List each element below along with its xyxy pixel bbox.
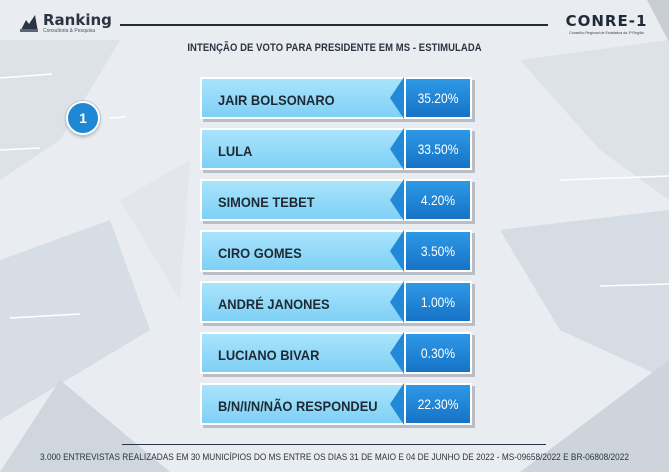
bar-row: CIRO GOMES 3.50% bbox=[200, 230, 475, 275]
ranking-logo: Ranking Consultoria & Pesquisa bbox=[18, 12, 112, 34]
candidate-name: LULA bbox=[218, 143, 253, 159]
candidate-name-box: LUCIANO BIVAR bbox=[200, 332, 404, 374]
chart-title: INTENÇÃO DE VOTO PARA PRESIDENTE EM MS -… bbox=[187, 42, 482, 54]
vote-value-box: 35.20% bbox=[390, 77, 472, 119]
vote-percentage: 4.20% bbox=[420, 192, 456, 208]
logo-name: Ranking bbox=[43, 10, 112, 29]
vote-percentage: 22.30% bbox=[417, 396, 459, 412]
candidate-name: JAIR BOLSONARO bbox=[218, 92, 335, 108]
candidate-name-box: CIRO GOMES bbox=[200, 230, 404, 272]
bar-row: B/N/I/N/NÃO RESPONDEU 22.30% bbox=[200, 383, 475, 428]
candidate-name: CIRO GOMES bbox=[218, 245, 302, 261]
logo-tagline: Consultoria & Pesquisa bbox=[43, 27, 95, 34]
candidate-name: SIMONE TEBET bbox=[218, 194, 315, 210]
vote-percentage: 33.50% bbox=[417, 141, 459, 157]
bar-row: JAIR BOLSONARO 35.20% bbox=[200, 77, 475, 122]
bar-row: LULA 33.50% bbox=[200, 128, 475, 173]
candidate-name-box: B/N/I/N/NÃO RESPONDEU bbox=[200, 383, 404, 425]
vote-value-box: 33.50% bbox=[390, 128, 472, 170]
conre-name: CONRE-1 bbox=[565, 12, 648, 30]
bar-row: SIMONE TEBET 4.20% bbox=[200, 179, 475, 224]
vote-value-box: 0.30% bbox=[390, 332, 472, 374]
footer-rule bbox=[122, 444, 546, 445]
vote-value-box: 4.20% bbox=[390, 179, 472, 221]
candidate-name-box: JAIR BOLSONARO bbox=[200, 77, 404, 119]
candidate-name-box: LULA bbox=[200, 128, 404, 170]
vote-percentage: 35.20% bbox=[417, 90, 459, 106]
ranking-logo-icon bbox=[20, 15, 38, 32]
methodology-footer: 3.000 ENTREVISTAS REALIZADAS EM 30 MUNIC… bbox=[40, 452, 629, 462]
header-rule bbox=[120, 24, 548, 26]
question-number-badge: 1 bbox=[66, 101, 100, 135]
vote-value-box: 22.30% bbox=[390, 383, 472, 425]
vote-value-box: 3.50% bbox=[390, 230, 472, 272]
conre-subtitle: Conselho Regional de Estatística da 1ª R… bbox=[569, 31, 644, 35]
vote-percentage: 3.50% bbox=[420, 243, 456, 259]
vote-percentage: 0.30% bbox=[420, 345, 456, 361]
vote-percentage: 1.00% bbox=[420, 294, 456, 310]
candidate-name: LUCIANO BIVAR bbox=[218, 347, 320, 363]
conre-logo: CONRE-1 Conselho Regional de Estatística… bbox=[554, 12, 659, 35]
corner-decoration bbox=[647, 0, 669, 42]
bar-row: ANDRÉ JANONES 1.00% bbox=[200, 281, 475, 326]
candidate-name: B/N/I/N/NÃO RESPONDEU bbox=[218, 398, 378, 414]
vote-value-box: 1.00% bbox=[390, 281, 472, 323]
bar-row: LUCIANO BIVAR 0.30% bbox=[200, 332, 475, 377]
candidate-name-box: ANDRÉ JANONES bbox=[200, 281, 404, 323]
candidate-name-box: SIMONE TEBET bbox=[200, 179, 404, 221]
candidate-name: ANDRÉ JANONES bbox=[218, 296, 330, 312]
